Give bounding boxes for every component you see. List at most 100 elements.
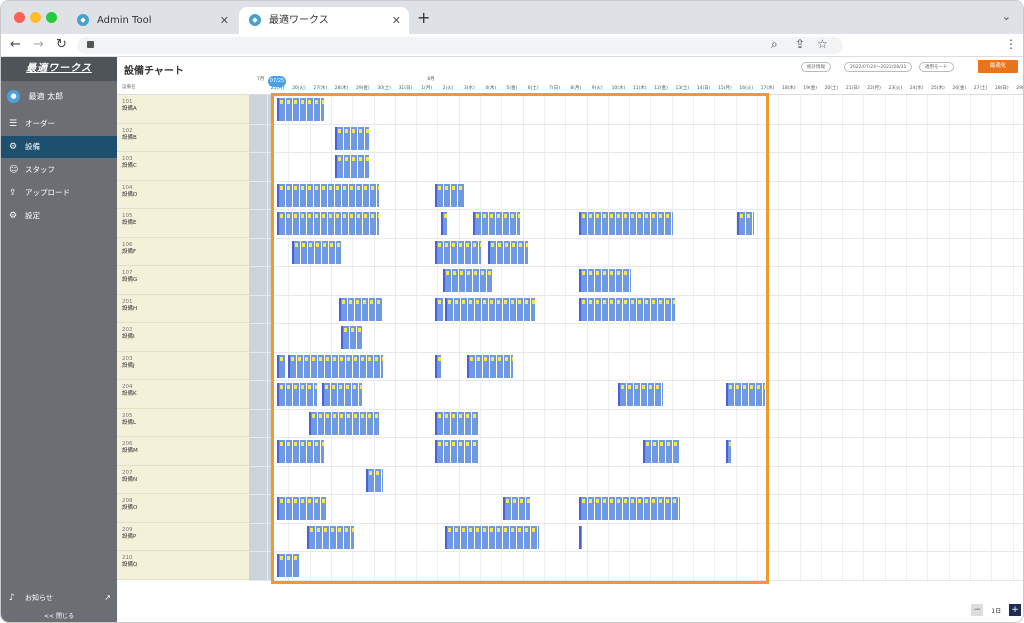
- reload-icon[interactable]: ↻: [56, 37, 67, 52]
- schedule-block[interactable]: [472, 212, 520, 235]
- user-profile[interactable]: ● 最適 太郎: [7, 90, 63, 103]
- equipment-row[interactable]: 204 設備K: [117, 380, 249, 409]
- schedule-block[interactable]: [579, 497, 680, 520]
- close-tab-icon[interactable]: ✕: [219, 14, 229, 27]
- url-bar[interactable]: [77, 37, 843, 54]
- zoom-icon[interactable]: ⌕: [771, 37, 778, 51]
- schedule-block[interactable]: [321, 383, 363, 406]
- schedule-block[interactable]: [308, 411, 380, 435]
- block-label-marks: [337, 128, 369, 133]
- app-logo[interactable]: 最適ワークス: [1, 57, 117, 81]
- schedule-block[interactable]: [287, 354, 384, 378]
- equipment-row[interactable]: 205 設備L: [117, 409, 249, 437]
- equipment-row[interactable]: 104 設備D: [117, 181, 249, 209]
- schedule-block[interactable]: [579, 269, 631, 292]
- schedule-block[interactable]: [441, 212, 448, 235]
- optimize-button[interactable]: 最適化: [978, 60, 1018, 73]
- equipment-row[interactable]: 207 設備N: [117, 466, 249, 494]
- schedule-block[interactable]: [445, 297, 535, 321]
- equipment-number: 107: [122, 270, 133, 276]
- minimize-window-icon[interactable]: [30, 12, 41, 23]
- tab-admin-tool[interactable]: ◆ Admin Tool ✕: [67, 7, 237, 34]
- equipment-row[interactable]: 202 設備I: [117, 323, 249, 352]
- schedule-block[interactable]: [617, 383, 663, 406]
- schedule-block[interactable]: [579, 212, 674, 235]
- equipment-row[interactable]: 102 設備B: [117, 124, 249, 152]
- schedule-block[interactable]: [466, 354, 514, 378]
- bookmark-star-icon[interactable]: ☆: [817, 37, 828, 51]
- schedule-block[interactable]: [334, 155, 369, 178]
- schedule-block[interactable]: [334, 126, 369, 150]
- schedule-block[interactable]: [579, 525, 582, 549]
- schedule-block[interactable]: [366, 468, 384, 492]
- tab-search-icon[interactable]: ⌄: [1001, 10, 1011, 23]
- date-label: 6(土): [527, 86, 539, 91]
- schedule-block[interactable]: [443, 269, 493, 292]
- zoom-in-button[interactable]: +: [1009, 604, 1021, 616]
- schedule-block[interactable]: [434, 411, 480, 435]
- share-icon[interactable]: ⇪: [795, 37, 806, 51]
- equipment-row[interactable]: 206 設備M: [117, 437, 249, 466]
- schedule-block[interactable]: [338, 297, 384, 321]
- schedule-block[interactable]: [434, 240, 482, 264]
- sidebar-item-2[interactable]: ⚙ 設備: [1, 136, 117, 158]
- mode-button[interactable]: 適用モード: [919, 62, 954, 72]
- equipment-row[interactable]: 209 設備P: [117, 523, 249, 551]
- block-label-marks: [646, 442, 680, 446]
- equipment-row[interactable]: 105 設備E: [117, 209, 249, 238]
- schedule-block[interactable]: [579, 297, 676, 321]
- equipment-row[interactable]: 106 設備F: [117, 238, 249, 266]
- equipment-row[interactable]: 103 設備C: [117, 152, 249, 181]
- zoom-out-button[interactable]: −: [971, 604, 984, 616]
- schedule-block[interactable]: [434, 297, 444, 321]
- schedule-block[interactable]: [726, 383, 765, 406]
- schedule-block[interactable]: [277, 554, 301, 577]
- maximize-window-icon[interactable]: [46, 12, 57, 23]
- forward-arrow-icon[interactable]: →: [33, 37, 44, 52]
- equipment-row[interactable]: 208 設備O: [117, 494, 249, 523]
- schedule-block[interactable]: [445, 525, 539, 549]
- equipment-row[interactable]: 210 設備Q: [117, 551, 249, 580]
- schedule-block[interactable]: [643, 440, 680, 463]
- schedule-block[interactable]: [434, 183, 465, 207]
- block-label-marks: [448, 299, 535, 304]
- equipment-row[interactable]: 203 設備J: [117, 352, 249, 380]
- schedule-block[interactable]: [306, 525, 354, 549]
- tab-saiteki-works[interactable]: ◆ 最適ワークス ✕: [239, 7, 409, 34]
- period-button[interactable]: 2022/07/24〜2022/08/31: [844, 62, 913, 72]
- schedule-block[interactable]: [277, 354, 286, 378]
- block-label-marks: [280, 385, 318, 389]
- sidebar-item-5[interactable]: ⚙ 設定: [1, 205, 117, 227]
- block-label-marks: [582, 214, 674, 218]
- close-window-icon[interactable]: [14, 12, 25, 23]
- schedule-block[interactable]: [277, 212, 380, 235]
- back-arrow-icon[interactable]: ←: [10, 37, 21, 52]
- schedule-block[interactable]: [277, 98, 324, 121]
- notice-item[interactable]: ♪ お知らせ ↗: [1, 589, 117, 607]
- schedule-block[interactable]: [340, 326, 363, 349]
- schedule-block[interactable]: [726, 440, 731, 463]
- schedule-block[interactable]: [277, 440, 324, 463]
- schedule-block[interactable]: [291, 240, 341, 264]
- schedule-block[interactable]: [434, 440, 480, 463]
- schedule-block[interactable]: [277, 497, 326, 520]
- day-gridline: [607, 95, 609, 581]
- collapse-sidebar-button[interactable]: << 閉じる: [44, 613, 74, 620]
- new-tab-button[interactable]: +: [417, 8, 431, 27]
- schedule-block[interactable]: [487, 240, 529, 264]
- sidebar-item-1[interactable]: ☰ オーダー: [1, 113, 117, 135]
- equipment-name: 設備I: [122, 334, 135, 340]
- schedule-block[interactable]: [277, 183, 380, 207]
- schedule-block[interactable]: [434, 354, 441, 378]
- schedule-block[interactable]: [502, 497, 531, 520]
- sidebar-item-3[interactable]: ☺ スタッフ: [1, 159, 117, 181]
- equipment-row[interactable]: 107 設備G: [117, 266, 249, 295]
- schedule-block[interactable]: [737, 212, 755, 235]
- schedule-block[interactable]: [277, 383, 318, 406]
- close-tab-icon[interactable]: ✕: [391, 14, 401, 27]
- equipment-row[interactable]: 101 設備A: [117, 95, 249, 124]
- equipment-row[interactable]: 201 設備H: [117, 295, 249, 323]
- stats-button[interactable]: 統計情報: [801, 62, 831, 72]
- browser-menu-icon[interactable]: ⋮: [1005, 37, 1017, 51]
- sidebar-item-4[interactable]: ⇪ アップロード: [1, 182, 117, 204]
